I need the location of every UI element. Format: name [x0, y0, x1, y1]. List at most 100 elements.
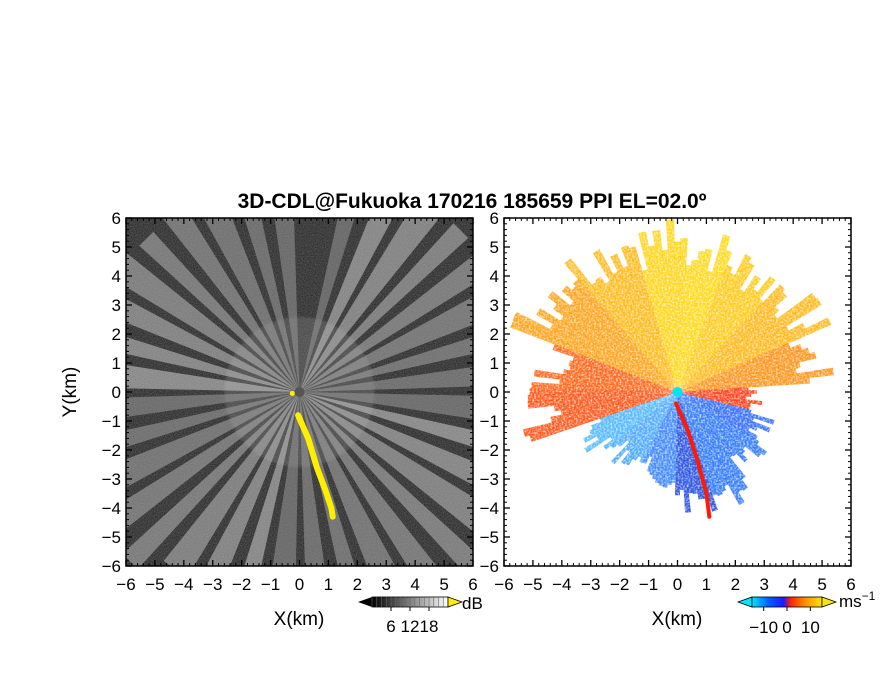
right-colorbar-ticks: −10 0 10: [749, 607, 820, 637]
left-colorbar-ticks: 6 12 18: [386, 607, 438, 636]
left-x-tick-label: 5: [439, 575, 448, 594]
left-beam: [244, 392, 300, 566]
left-beam: [299, 392, 473, 566]
left-beam: [162, 218, 300, 392]
right-x-tick-label: −3: [581, 575, 600, 594]
left-beam: [299, 392, 473, 448]
right-x-tick-label: −2: [610, 575, 629, 594]
right-y-tick-label: −3: [480, 470, 499, 489]
left-beam: [126, 392, 300, 566]
right-y-tick-label: −4: [480, 499, 499, 518]
chart-title: 3D-CDL@Fukuoka 170216 185659 PPI EL=02.0…: [238, 190, 707, 213]
left-y-tick-label: −4: [102, 499, 121, 518]
left-y-tick-label: 1: [112, 354, 121, 373]
left-highlight: [289, 390, 336, 520]
left-xlabel: X(km): [274, 609, 325, 630]
left-beam: [126, 298, 300, 392]
left-x-tick-label: 1: [324, 575, 333, 594]
right-x-tick-label: −1: [639, 575, 658, 594]
right-y-tick-label: 2: [490, 325, 499, 344]
right-y-tick-label: 0: [490, 383, 499, 402]
left-beam: [126, 365, 300, 392]
right-x-tick-label: −5: [523, 575, 542, 594]
right-xlabel: X(km): [652, 609, 703, 630]
right-colorbar-under-arrow: [736, 596, 753, 608]
right-y-tick-label: 4: [490, 267, 499, 286]
right-y-tick-label: 3: [490, 296, 499, 315]
left-colorbar: dB 6 12 18: [358, 594, 483, 636]
right-y-tick-label: −1: [480, 412, 499, 431]
left-beam: [299, 336, 473, 392]
left-x-tick-label: −3: [203, 575, 222, 594]
left-beam: [299, 218, 355, 392]
left-x-tick-label: 4: [410, 575, 419, 594]
left-radar-origin: [294, 387, 305, 397]
left-beam: [299, 223, 469, 392]
left-beam: [299, 218, 440, 392]
left-colorbar-tick-label: 18: [420, 617, 439, 636]
left-y-tick-label: 3: [112, 296, 121, 315]
right-red-streak: [674, 401, 712, 519]
left-y-tick-label: −5: [102, 528, 121, 547]
left-beam: [126, 336, 300, 392]
right-colorbar-tick-label: 0: [782, 618, 791, 637]
left-beam: [274, 218, 300, 392]
right-colorbar-ramp: [751, 596, 823, 608]
left-x-tick-label: 0: [295, 575, 304, 594]
right-y-tick-label: 6: [490, 209, 499, 228]
right-x-tick-label: 3: [760, 575, 769, 594]
right-radar-origin: [672, 387, 683, 397]
left-ylabel: Y(km): [60, 367, 81, 418]
right-y-tick-label: 1: [490, 354, 499, 373]
left-y-tick-label: 0: [112, 383, 121, 402]
left-beam: [126, 252, 300, 392]
left-colorbar-under-arrow: [358, 597, 372, 607]
left-colorbar-over-arrow: [447, 596, 464, 608]
left-colorbar-tick-label: 6: [386, 617, 395, 636]
right-streak: [674, 401, 712, 519]
left-beam: [299, 392, 473, 486]
left-x-tick-label: −6: [116, 575, 135, 594]
left-y-tick-label: 4: [112, 267, 121, 286]
right-x-tick-label: 4: [788, 575, 797, 594]
left-y-tick-label: −2: [102, 441, 121, 460]
left-beam: [299, 218, 393, 392]
left-beam: [206, 392, 300, 566]
left-beam: [299, 392, 396, 566]
left-beam: [126, 392, 300, 488]
right-x-tick-label: 6: [846, 575, 855, 594]
right-x-tick-label: 2: [731, 575, 740, 594]
left-beam: [299, 296, 473, 392]
left-beam: [299, 392, 437, 566]
right-colorbar-over-arrow: [821, 596, 838, 608]
left-x-tick-label: −5: [145, 575, 164, 594]
left-beam: [299, 255, 473, 392]
left-yellow-dot: [289, 390, 295, 396]
left-beam: [299, 392, 473, 532]
left-y-tick-label: −3: [102, 470, 121, 489]
right-colorbar-tick-label: −10: [749, 618, 778, 637]
left-x-tick-label: 6: [468, 575, 477, 594]
right-x-tick-label: 1: [702, 575, 711, 594]
left-colorbar-tick-label: 12: [401, 617, 420, 636]
left-x-tick-label: 2: [353, 575, 362, 594]
right-y-tick-label: −5: [480, 528, 499, 547]
right-colorbar-unit-base: ms: [839, 592, 862, 611]
right-y-tick-label: −6: [480, 557, 499, 576]
right-colorbar-unit: ms−1: [839, 589, 876, 611]
right-x-tick-label: −4: [552, 575, 571, 594]
right-beams: [504, 218, 851, 566]
left-beam: [272, 392, 300, 566]
left-beam: [203, 218, 300, 392]
left-y-tick-label: 6: [112, 209, 121, 228]
right-x-tick-label: 0: [673, 575, 682, 594]
right-y-tick-label: 5: [490, 238, 499, 257]
left-beam: [126, 392, 300, 448]
left-x-tick-label: 3: [382, 575, 391, 594]
left-beam: [139, 231, 300, 392]
left-x-tick-label: −4: [174, 575, 193, 594]
